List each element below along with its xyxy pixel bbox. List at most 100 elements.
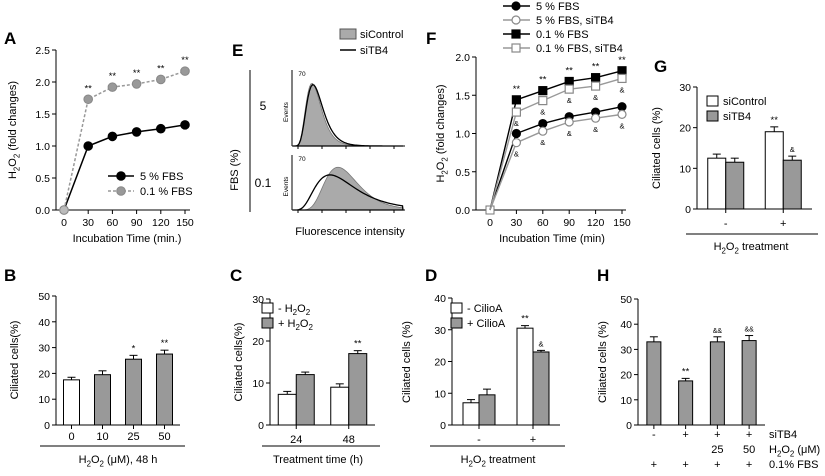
legend-label-F: 0.1 % FBS [536, 29, 589, 41]
bar-D [516, 327, 534, 426]
y-max-label-E: 70 [298, 156, 306, 163]
legend-marker-F [511, 43, 521, 53]
data-point-A [107, 131, 118, 142]
significance-mark-G: & [790, 145, 795, 154]
significance-mark-F: & [567, 129, 572, 138]
data-point-F [617, 109, 627, 119]
x-tick-label-G: - [724, 218, 728, 230]
legend-swatch-G [706, 110, 719, 122]
y-tick-label-A: 1.5 [35, 109, 50, 121]
x-tick-label-B: 10 [96, 431, 108, 443]
bar-G [782, 159, 802, 210]
bar-B [63, 379, 80, 426]
condition-value-H: + [651, 459, 657, 471]
condition-value-H: 25 [711, 444, 723, 456]
y-tick-label-D: 30 [434, 325, 446, 337]
y-tick-label-C: 0 [258, 420, 264, 432]
y-tick-label-H: 30 [620, 344, 632, 356]
x-tick-label-C: 24 [290, 434, 302, 446]
series-line-F-3 [489, 77, 623, 211]
x-tick-label-B: 25 [127, 431, 139, 443]
y-tick-label-G: 0 [685, 204, 691, 216]
data-point-A [180, 66, 190, 76]
x-axis-title-F: Incubation Time (min) [499, 233, 605, 245]
y-tick-label-H: 50 [620, 294, 632, 306]
legend-swatch-C [261, 302, 274, 314]
legend-marker-A [116, 186, 126, 196]
data-point-A [83, 94, 93, 105]
y-tick-label-D: 10 [434, 388, 446, 400]
legend-marker-F [511, 1, 521, 11]
x-tick-label-F: 90 [563, 217, 575, 229]
legend-label-A: 0.1 % FBS [140, 186, 193, 198]
condition-label-H: siTB4 [769, 429, 797, 441]
legend-label-F: 5 % FBS [536, 1, 579, 13]
data-point-F [538, 118, 548, 129]
legend-label-F: 0.1 % FBS, siTB4 [536, 43, 623, 55]
y-axis-title-C: Ciliated cells(%) [233, 323, 245, 402]
significance-mark-F: ** [539, 75, 547, 86]
series-line-A-1 [63, 70, 186, 211]
y-max-label-E: 70 [298, 71, 306, 78]
condition-label-H: H2O2 (μM) [769, 444, 820, 458]
panel-label-E: E [232, 41, 243, 60]
y-axis-label-E: Events [283, 101, 290, 122]
data-point-A [156, 123, 166, 134]
x-tick-label-D: + [530, 434, 536, 446]
significance-mark-F: & [514, 119, 519, 128]
y-tick-label-G: 30 [679, 82, 691, 94]
data-point-F [511, 128, 522, 139]
legend-marker-F [511, 29, 521, 39]
x-tick-label-F: 30 [511, 217, 523, 229]
y-tick-label-F: 2.0 [455, 52, 470, 64]
row-label-E: 5 [260, 99, 267, 113]
legend-label-G: siControl [723, 96, 766, 108]
row-label-E: 0.1 [255, 176, 272, 190]
y-tick-label-A: 2.5 [35, 45, 50, 57]
y-tick-label-B: 50 [38, 291, 50, 303]
significance-mark-B: ** [161, 338, 169, 349]
legend-label-F: 5 % FBS, siTB4 [536, 15, 614, 27]
y-tick-label-D: 20 [434, 357, 446, 369]
y-tick-label-G: 20 [679, 123, 691, 135]
x-axis-title-B: H2O2 (μM), 48 h [79, 454, 158, 468]
significance-mark-F: & [514, 150, 519, 159]
significance-mark-F: & [540, 138, 545, 147]
bar-B [156, 353, 173, 426]
data-point-F [617, 102, 627, 112]
significance-mark-F: ** [513, 84, 521, 95]
bar-D [532, 351, 550, 426]
y-tick-label-B: 0 [44, 420, 50, 432]
significance-mark-F: ** [618, 55, 626, 66]
y-tick-label-A: 2.0 [35, 77, 50, 89]
y-tick-label-A: 0.0 [35, 205, 50, 217]
legend-swatch-D [450, 302, 463, 314]
significance-mark-F: & [593, 93, 598, 102]
y-tick-label-B: 20 [38, 368, 50, 380]
x-tick-label-F: 60 [537, 217, 549, 229]
y-tick-label-B: 30 [38, 343, 50, 355]
panel-label-B: B [4, 266, 16, 285]
data-point-F [538, 126, 548, 136]
data-point-A [131, 79, 142, 89]
panel-label-F: F [426, 29, 436, 48]
x-tick-label-A: 30 [82, 217, 94, 229]
legend-marker-F [511, 15, 521, 25]
y-tick-label-H: 20 [620, 370, 632, 382]
histogram-siTB4-E [293, 174, 404, 211]
legend-swatch-G [706, 95, 719, 107]
y-tick-label-D: 0 [440, 420, 446, 432]
data-point-F [511, 138, 522, 148]
bar-C [277, 393, 297, 426]
histogram-siControl-E [293, 166, 404, 211]
significance-mark-F: & [567, 96, 572, 105]
legend-label-G: siTB4 [723, 111, 751, 123]
y-axis-title-H: Ciliated cells (%) [597, 321, 609, 403]
significance-mark-F: & [619, 121, 624, 130]
condition-value-H: + [682, 429, 688, 441]
bar-G [707, 157, 727, 210]
panel-label-C: C [230, 266, 242, 285]
significance-mark-F: & [593, 125, 598, 134]
bar-H [678, 380, 694, 426]
